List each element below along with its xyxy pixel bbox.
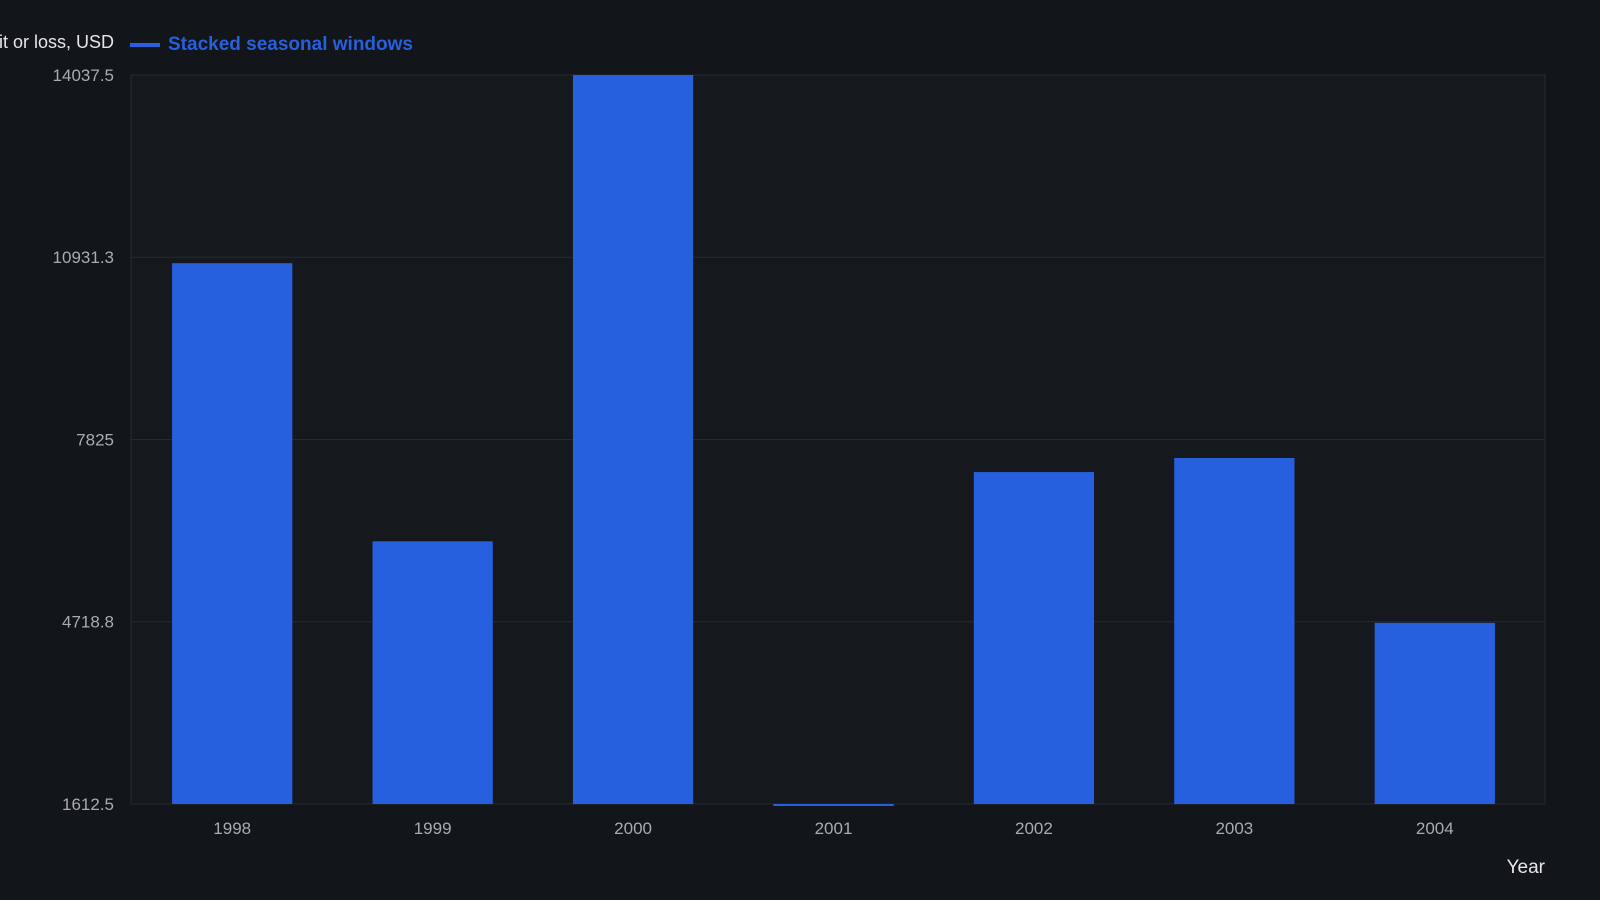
x-tick-label: 2003 (1215, 819, 1253, 838)
x-axis-ticks: 1998 1999 2000 2001 2002 2003 2004 (213, 819, 1453, 838)
bar-1999[interactable] (372, 541, 493, 804)
y-tick-label: 7825 (76, 431, 114, 450)
bars (172, 75, 1495, 806)
legend-series-label: Stacked seasonal windows (168, 34, 413, 55)
bar-2004[interactable] (1374, 622, 1495, 804)
x-tick-label: 1998 (213, 819, 251, 838)
x-tick-label: 2001 (815, 819, 853, 838)
x-tick-label: 2002 (1015, 819, 1053, 838)
y-tick-label: 14037.5 (53, 66, 114, 85)
x-axis-title: Year (1506, 857, 1545, 878)
bar-2001[interactable] (773, 804, 894, 806)
x-tick-label: 1999 (414, 819, 452, 838)
y-tick-label: 10931.3 (53, 248, 114, 267)
y-tick-label: 1612.5 (62, 795, 114, 814)
bar-1998[interactable] (172, 263, 293, 804)
y-axis-title: Profit or loss, USD (0, 32, 114, 52)
y-axis-ticks: 1612.5 4718.8 7825 10931.3 14037.5 (53, 66, 114, 814)
legend-swatch (130, 43, 160, 47)
bar-2002[interactable] (973, 472, 1095, 804)
bar-2003[interactable] (1174, 457, 1295, 804)
legend[interactable]: Stacked seasonal windows (130, 34, 413, 56)
bar-2000[interactable] (572, 75, 694, 804)
x-tick-label: 2000 (614, 819, 652, 838)
x-tick-label: 2004 (1416, 819, 1454, 838)
y-tick-label: 4718.8 (62, 613, 114, 632)
